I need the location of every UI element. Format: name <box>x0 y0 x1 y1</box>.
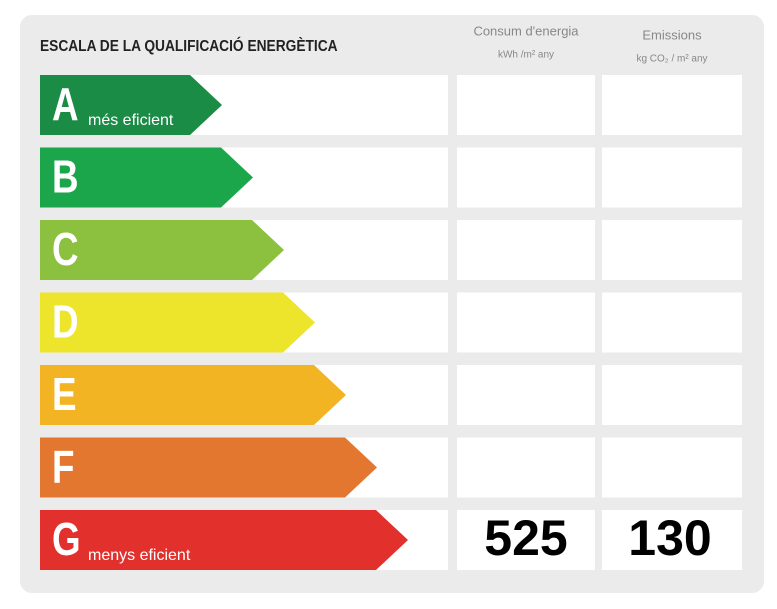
rating-letter: C <box>52 223 79 275</box>
rating-arrow <box>40 437 377 498</box>
column-header: Consum d'energia <box>473 23 579 38</box>
rating-arrow <box>40 75 222 135</box>
value-cell <box>457 437 595 498</box>
rating-letter: B <box>52 151 79 203</box>
rating-letter: F <box>52 441 74 493</box>
value-cell <box>602 292 742 353</box>
value-cell <box>457 220 595 280</box>
rating-arrow <box>40 292 315 353</box>
value-cell <box>602 437 742 498</box>
rating-arrow <box>40 220 284 280</box>
rating-arrow <box>40 147 253 208</box>
rating-letter: E <box>52 368 77 420</box>
value-cell <box>602 510 742 570</box>
rating-note: menys eficient <box>88 547 191 564</box>
rating-letter: G <box>52 513 81 565</box>
value-cell <box>457 292 595 353</box>
rating-letter: A <box>52 78 79 130</box>
rating-arrow <box>40 365 346 425</box>
column-header: Emissions <box>642 27 702 42</box>
value-cell <box>457 147 595 208</box>
consumption-value: 525 <box>484 510 567 566</box>
value-cell <box>457 75 595 135</box>
value-cell <box>602 75 742 135</box>
rating-note: més eficient <box>88 112 174 129</box>
column-unit: kg CO₂ / m² any <box>636 54 707 65</box>
rating-letter: D <box>52 296 79 348</box>
column-unit: kWh /m² any <box>498 50 554 61</box>
rating-arrow <box>40 510 408 570</box>
title: ESCALA DE LA QUALIFICACIÓ ENERGÈTICA <box>40 36 338 55</box>
value-cell <box>602 365 742 425</box>
emissions-value: 130 <box>628 510 711 566</box>
value-cell <box>457 365 595 425</box>
value-cell <box>602 220 742 280</box>
value-cell <box>602 147 742 208</box>
value-cell <box>457 510 595 570</box>
